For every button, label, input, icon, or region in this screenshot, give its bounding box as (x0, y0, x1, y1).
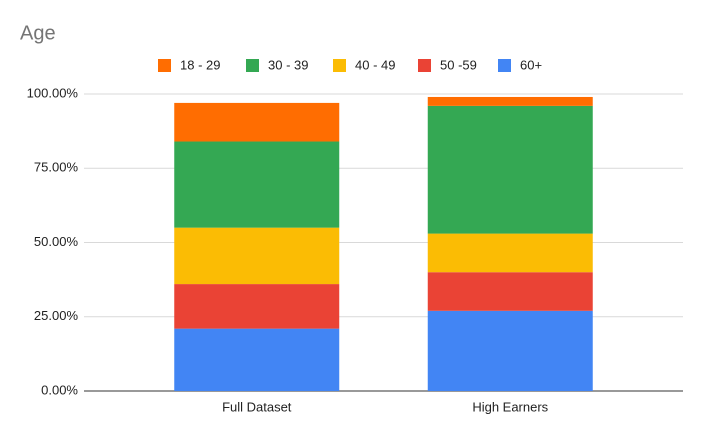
bar-segment (427, 233, 593, 273)
legend-label: 60+ (520, 57, 542, 72)
bar-segment (174, 284, 340, 329)
legend-swatch (333, 59, 346, 72)
bar-segment (427, 310, 593, 391)
chart-title: Age (20, 22, 56, 44)
y-tick-label: 25.00% (34, 308, 79, 323)
bar-segment (427, 96, 593, 106)
legend-swatch (158, 59, 171, 72)
legend-swatch (498, 59, 511, 72)
legend-swatch (246, 59, 259, 72)
bar-segment (174, 102, 340, 142)
legend-label: 18 - 29 (180, 57, 220, 72)
legend-label: 40 - 49 (355, 57, 395, 72)
x-tick-label: Full Dataset (222, 399, 292, 414)
bar-segment (174, 328, 340, 391)
legend-label: 50 -59 (440, 57, 477, 72)
x-tick-label: High Earners (472, 399, 548, 414)
y-tick-label: 100.00% (27, 85, 79, 100)
bar-segment (174, 141, 340, 228)
bar-segment (427, 105, 593, 234)
legend-swatch (418, 59, 431, 72)
legend-label: 30 - 39 (268, 57, 308, 72)
bar-segment (174, 227, 340, 285)
bar-segment (427, 272, 593, 311)
y-tick-label: 0.00% (41, 382, 78, 397)
y-tick-label: 75.00% (34, 160, 79, 175)
y-tick-label: 50.00% (34, 234, 79, 249)
